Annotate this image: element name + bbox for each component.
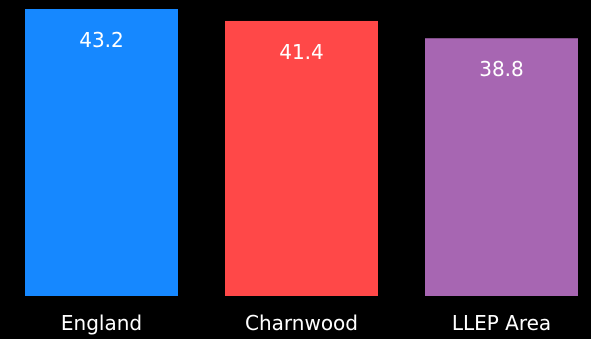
category-labels-group: England Charnwood LLEP Area: [61, 311, 551, 335]
value-label: 38.8: [479, 57, 524, 81]
value-label: 43.2: [79, 28, 124, 52]
category-label: England: [61, 311, 142, 335]
value-label: 41.4: [279, 40, 324, 64]
bar-charnwood: [225, 20, 378, 296]
bar-llep-area: [425, 38, 578, 297]
bars-group: [25, 9, 578, 297]
value-labels-group: 43.2 41.4 38.8: [79, 28, 524, 81]
category-label: LLEP Area: [452, 311, 551, 335]
bar-england: [25, 9, 178, 296]
category-label: Charnwood: [245, 311, 358, 335]
